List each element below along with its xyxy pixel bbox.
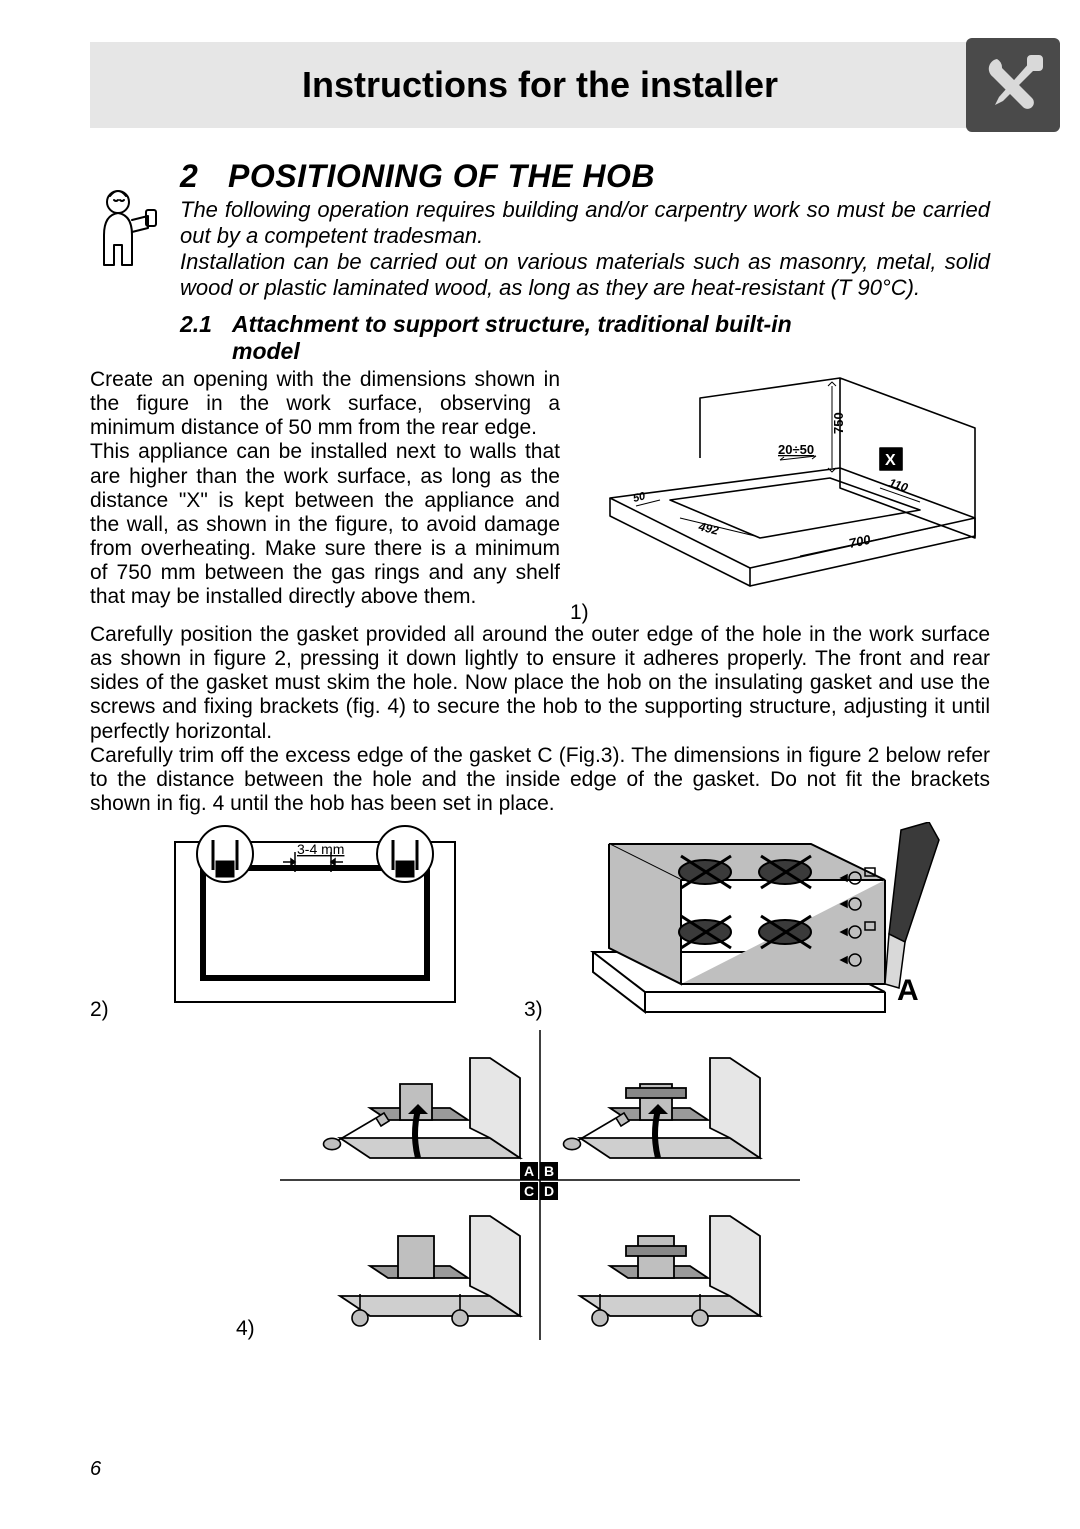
fig3-callout-a: A — [897, 974, 919, 1007]
figure-4: 4) A B C D — [280, 1030, 800, 1345]
header-bar: Instructions for the installer — [90, 42, 990, 128]
section-number: 2 — [180, 158, 228, 195]
figure-2: 2) — [90, 822, 540, 1022]
fig4-q-d: D — [544, 1183, 554, 1199]
section-heading: 2POSITIONING OF THE HOB — [180, 158, 990, 195]
fig1-dim-750: 750 — [831, 412, 846, 434]
fig1-dim-2050: 20÷50 — [778, 442, 814, 457]
subsection-title-l1: Attachment to support structure, traditi… — [232, 311, 792, 337]
figure-3: 3) — [540, 822, 990, 1022]
subsection-heading: 2.1Attachment to support structure, trad… — [180, 311, 990, 366]
section-body: 2POSITIONING OF THE HOB The following op… — [180, 158, 990, 366]
section-title: POSITIONING OF THE HOB — [228, 158, 655, 194]
fig2-gap: 3-4 mm — [297, 841, 344, 857]
tradesman-icon — [90, 158, 180, 281]
fig1-dim-x: X — [885, 452, 896, 469]
figure-4-label: 4) — [236, 1317, 255, 1341]
fig1-dim-492: 492 — [696, 519, 720, 538]
figure-2-label: 2) — [90, 998, 109, 1022]
figure-1-label: 1) — [570, 601, 589, 625]
page-number: 6 — [90, 1458, 101, 1481]
fig1-dim-50: 50 — [632, 490, 648, 505]
body-text-left: Create an opening with the dimensions sh… — [90, 368, 560, 623]
subsection-title-l2: model — [180, 338, 990, 366]
tools-icon — [966, 38, 1060, 132]
body-row: Create an opening with the dimensions sh… — [90, 368, 990, 623]
subsection-number: 2.1 — [180, 311, 232, 339]
body-text-full: Carefully position the gasket provided a… — [90, 623, 990, 816]
fig1-dim-700: 700 — [848, 532, 873, 551]
fig4-q-a: A — [524, 1163, 534, 1179]
section-intro: The following operation requires buildin… — [180, 197, 990, 301]
header-title: Instructions for the installer — [302, 64, 778, 106]
fig4-q-c: C — [524, 1183, 534, 1199]
figure-1: 1) — [560, 368, 990, 623]
page: Instructions for the installer — [0, 0, 1080, 1529]
figures-lower: 2) — [90, 822, 990, 1345]
fig4-q-b: B — [544, 1163, 554, 1179]
figure-3-label: 3) — [524, 998, 543, 1022]
section-row: 2POSITIONING OF THE HOB The following op… — [90, 158, 990, 366]
